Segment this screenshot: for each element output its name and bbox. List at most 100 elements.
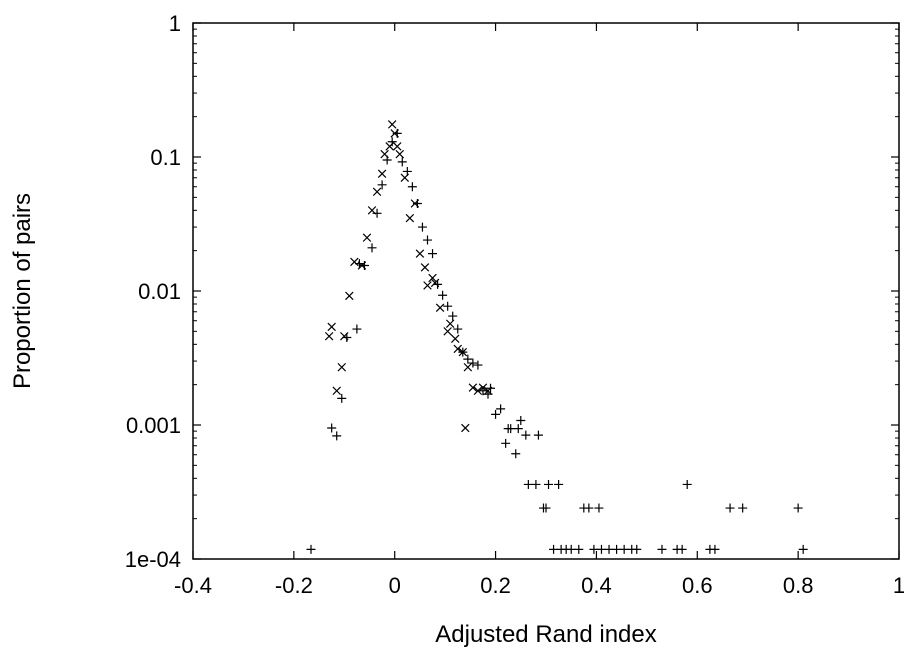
cross-point [385, 142, 394, 151]
cross-point [337, 362, 347, 372]
x-tick-label: -0.2 [275, 573, 313, 598]
plus-point [506, 424, 516, 434]
cross-point [468, 383, 478, 392]
y-tick-label: 0.1 [150, 145, 181, 170]
cross-point [357, 261, 367, 270]
cross-point [473, 386, 483, 396]
x-tick-label: 0.8 [783, 573, 814, 598]
plus-point [523, 479, 533, 489]
cross-point [435, 303, 445, 312]
cross-point [430, 278, 440, 288]
cross-point [423, 281, 432, 290]
plus-point [738, 503, 748, 513]
cross-point [367, 206, 377, 215]
plus-point [443, 301, 453, 311]
y-tick-label: 1 [169, 11, 181, 36]
plus-point [584, 503, 594, 513]
cross-point [458, 347, 468, 357]
cross-point [395, 149, 405, 159]
cross-point [332, 386, 341, 396]
y-tick-label: 0.001 [126, 413, 181, 438]
plus-point [511, 449, 521, 459]
plus-point [604, 544, 614, 554]
ticks-layer: -0.4 -0.2 0 0.2 0.4 0.6 0.8 1 1 0.1 0.01 0.001 1e-04 [125, 11, 905, 598]
plus-point [541, 503, 551, 513]
cross-point [362, 233, 372, 242]
plus-point [632, 544, 642, 554]
plus-point [677, 544, 687, 554]
plus-point [513, 424, 523, 434]
plus-point [473, 360, 483, 370]
cross-point [428, 273, 437, 283]
plus-point [574, 544, 584, 554]
plus-point [372, 208, 382, 218]
plus-point [407, 182, 417, 192]
plus-point [516, 416, 526, 426]
cross-point [463, 362, 473, 372]
plus-point [566, 544, 576, 554]
plus-point [332, 431, 342, 441]
plus-point [438, 290, 448, 300]
plus-point [619, 544, 629, 554]
cross-point [445, 319, 455, 328]
cross-point [410, 199, 420, 208]
plus-point [501, 438, 511, 448]
cross-point [377, 169, 387, 178]
y-tick-label: 0.01 [138, 279, 181, 304]
x-axis-label: Adjusted Rand index [435, 621, 656, 648]
plus-point [544, 479, 554, 489]
plot-frame [192, 22, 900, 560]
plus-point [422, 235, 432, 245]
plus-point [793, 503, 803, 513]
plus-point [496, 404, 506, 414]
cross-point [483, 386, 493, 396]
plus-point [710, 544, 720, 554]
cross-point [380, 149, 389, 159]
plus-point [367, 243, 377, 253]
plus-point [387, 137, 397, 147]
plus-point [468, 358, 478, 368]
plus-point [549, 544, 559, 554]
cross-point [478, 383, 488, 392]
x-tick-label: 0.4 [581, 573, 612, 598]
cross-point [350, 257, 359, 267]
plus-point [657, 544, 667, 554]
plus-point [352, 324, 362, 334]
plus-point [417, 222, 427, 232]
plus-point [397, 157, 407, 167]
plus-point [589, 544, 599, 554]
cross-point [461, 423, 470, 433]
cross-point [450, 334, 460, 344]
plus-point [448, 311, 458, 321]
plus-point [428, 249, 438, 259]
plus-point [533, 430, 543, 440]
cross-point [387, 120, 397, 129]
y-axis-label: Proportion of pairs [9, 193, 36, 389]
cross-point [392, 142, 402, 151]
plus-point [521, 430, 531, 440]
cross-point [327, 322, 336, 332]
cross-point [372, 187, 382, 197]
plus-point [682, 479, 692, 489]
plus-point [531, 479, 541, 489]
cross-point [453, 344, 462, 354]
cross-point [390, 129, 399, 138]
x-tick-label: 0 [389, 573, 401, 598]
cross-point [415, 249, 425, 258]
marks-layer [306, 120, 808, 554]
x-tick-label: 1 [893, 573, 905, 598]
plus-point [306, 544, 316, 554]
plus-point [725, 503, 735, 513]
cross-point [400, 173, 410, 183]
cross-point [324, 331, 334, 341]
plus-point [433, 279, 443, 289]
cross-point [345, 291, 354, 301]
plus-point [491, 409, 501, 419]
plus-point [798, 544, 808, 554]
cross-point [340, 331, 349, 341]
cross-point [443, 327, 452, 336]
plus-point [377, 180, 387, 190]
x-tick-label: 0.2 [480, 573, 511, 598]
x-tick-label: -0.4 [174, 573, 212, 598]
